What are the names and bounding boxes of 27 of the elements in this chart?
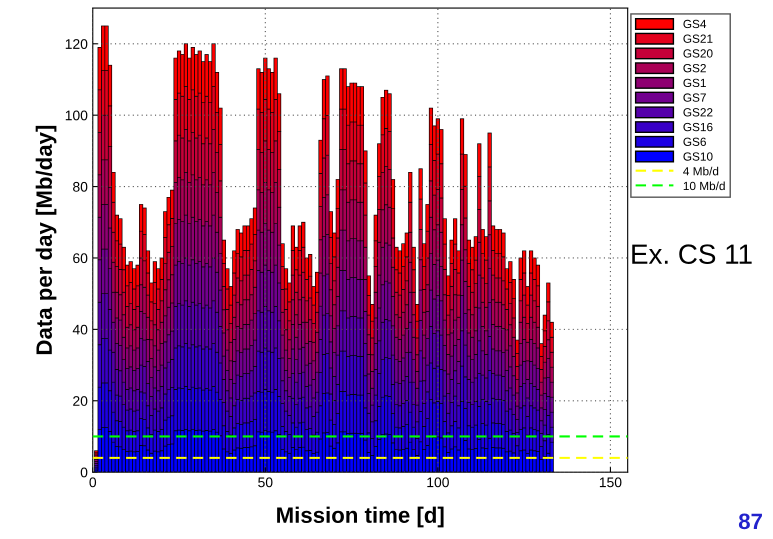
y-tick-label: 120 [66,39,88,49]
x-tick-label: 0 [89,477,96,488]
x-tick-label: 50 [258,477,272,488]
legend-label: 10 Mb/d [684,181,725,190]
legend-label: GS10 [683,152,713,161]
text: 87 [738,513,762,530]
legend-label: GS4 [683,20,706,28]
legend-label: GS16 [683,122,713,132]
legend-label: GS22 [683,108,712,117]
legend-label: GS2 [683,64,706,72]
x-axis-title: Mission time [d] [277,506,444,528]
legend-label: GS7 [683,93,706,102]
legend-label: GS6 [683,138,706,146]
y-tick-label: 20 [73,396,88,406]
y-tick-label: 40 [72,324,88,335]
legend-label: GS21 [683,34,712,43]
x-tick-label: 100 [427,477,449,488]
legend-label: GS1 [683,78,706,88]
y-tick-label: 100 [66,110,88,120]
y-tick-label: 60 [73,253,88,264]
x-tick-label: 150 [600,477,622,488]
y-axis-title: Data per day [Mb/day] [36,126,56,354]
legend-label: GS20 [683,49,713,58]
y-tick-label: 80 [73,182,88,192]
legend-label: 4 Mb/d [683,166,718,176]
y-tick-label: 0 [80,468,88,478]
text: Ex. CS 11 [632,244,752,264]
